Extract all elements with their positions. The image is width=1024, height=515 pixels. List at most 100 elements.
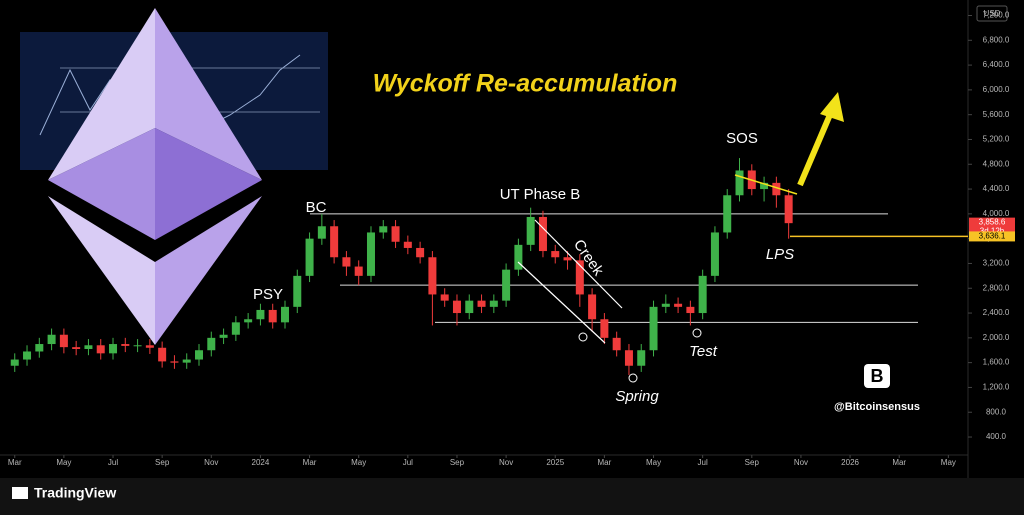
y-tick-label: 4,000.0 (983, 209, 1010, 218)
x-tick-label: Sep (155, 458, 170, 467)
candle-body (416, 247, 425, 258)
y-tick-label: 400.0 (986, 432, 1007, 441)
candle-body (686, 306, 695, 314)
candle-body (772, 182, 781, 196)
candle-body (96, 345, 105, 354)
candle-body (354, 266, 363, 276)
price-tag-label: 3,858.6 (979, 218, 1006, 227)
countdown: 3d 12h (980, 227, 1004, 236)
x-tick-label: Sep (450, 458, 465, 467)
candle-body (317, 226, 326, 239)
candle-body (145, 345, 154, 348)
marker (578, 332, 588, 342)
candle-body (563, 257, 572, 261)
candle-body (195, 350, 204, 360)
candle-body (158, 347, 167, 362)
candle-body (219, 334, 228, 338)
x-tick-label: 2025 (546, 458, 564, 467)
marker (692, 328, 702, 338)
candle-body (452, 300, 461, 314)
creek-line (534, 219, 623, 309)
candle-body (366, 232, 375, 276)
x-tick-label: Jul (403, 458, 413, 467)
x-tick-label: Nov (204, 458, 218, 467)
candle-body (624, 350, 633, 366)
candle-body (109, 344, 118, 354)
tv-logo (12, 487, 28, 499)
candle-body (391, 226, 400, 242)
y-tick-label: 4,400.0 (983, 184, 1010, 193)
y-tick-label: 1,600.0 (983, 358, 1010, 367)
candle-body (72, 347, 81, 349)
x-tick-label: May (941, 458, 956, 467)
x-tick-label: Mar (303, 458, 317, 467)
candle-body (440, 294, 449, 301)
candle-body (207, 337, 216, 351)
candle-body (465, 300, 474, 314)
candle-body (379, 226, 388, 233)
plot-area: 400.0 800.0 1,200.0 1,600.0 2,000.0 2,400.0 2,… (8, 11, 1015, 467)
y-tick-label: 800.0 (986, 407, 1007, 416)
x-tick-label: Mar (892, 458, 906, 467)
candle-body (575, 260, 584, 295)
x-tick-label: May (351, 458, 366, 467)
footer-bar (0, 478, 1024, 515)
candle-body (293, 275, 302, 307)
title: Wyckoff Re-accumulation (373, 70, 678, 98)
x-tick-label: Nov (794, 458, 808, 467)
candle-body (502, 269, 511, 301)
candle-body (538, 216, 547, 252)
price-tag-label: 3,636.1 (979, 232, 1006, 241)
x-tick-label: May (646, 458, 661, 467)
y-tick-label: 3,200.0 (983, 259, 1010, 268)
candle-body (10, 359, 19, 366)
sos-line (734, 174, 798, 195)
x-tick-label: Jul (698, 458, 708, 467)
annotation: BC (306, 199, 327, 216)
x-tick-label: Mar (597, 458, 611, 467)
candle-body (84, 345, 93, 349)
price-tag (969, 231, 1015, 242)
brand: TradingView (34, 485, 116, 501)
annotation: Spring (615, 388, 659, 405)
candle-body (170, 361, 179, 363)
candle-body (637, 350, 646, 366)
currency-box (976, 5, 1008, 22)
candle-body (428, 257, 437, 295)
candle-body (59, 334, 68, 348)
candle-body (268, 309, 277, 323)
y-tick-label: 2,800.0 (983, 283, 1010, 292)
y-tick-label: 4,800.0 (983, 159, 1010, 168)
y-tick-label: 2,000.0 (983, 333, 1010, 342)
y-tick-label: 5,600.0 (983, 110, 1010, 119)
x-tick-label: Nov (499, 458, 513, 467)
annotation: SOS (726, 130, 758, 147)
y-tick-label: 6,800.0 (983, 35, 1010, 44)
candle-body (698, 275, 707, 314)
y-tick-label: 2,400.0 (983, 308, 1010, 317)
candle-body (514, 244, 523, 270)
candle-body (133, 345, 142, 347)
candle-body (35, 344, 44, 352)
y-tick-label: 1,200.0 (983, 383, 1010, 392)
candle-body (121, 344, 130, 346)
x-tick-label: Jul (108, 458, 118, 467)
y-tick-label: 7,200.0 (983, 11, 1010, 20)
currency: USD (984, 9, 1001, 18)
y-tick-label: 6,400.0 (983, 60, 1010, 69)
candle-body (280, 306, 289, 323)
annotation: UT Phase B (500, 186, 581, 203)
candle-body (47, 334, 56, 345)
candle-body (784, 195, 793, 224)
candle-body (231, 322, 240, 335)
brand-logo (864, 364, 890, 388)
candle-body (305, 238, 314, 276)
annotation: @Bitcoinsensus (834, 401, 920, 413)
candle-body (330, 226, 339, 258)
annotation: PSY (253, 286, 283, 303)
candle-body (588, 294, 597, 320)
arrow (797, 108, 835, 187)
candle-body (182, 359, 191, 363)
candle-body (661, 303, 670, 307)
x-tick-label: May (56, 458, 71, 467)
